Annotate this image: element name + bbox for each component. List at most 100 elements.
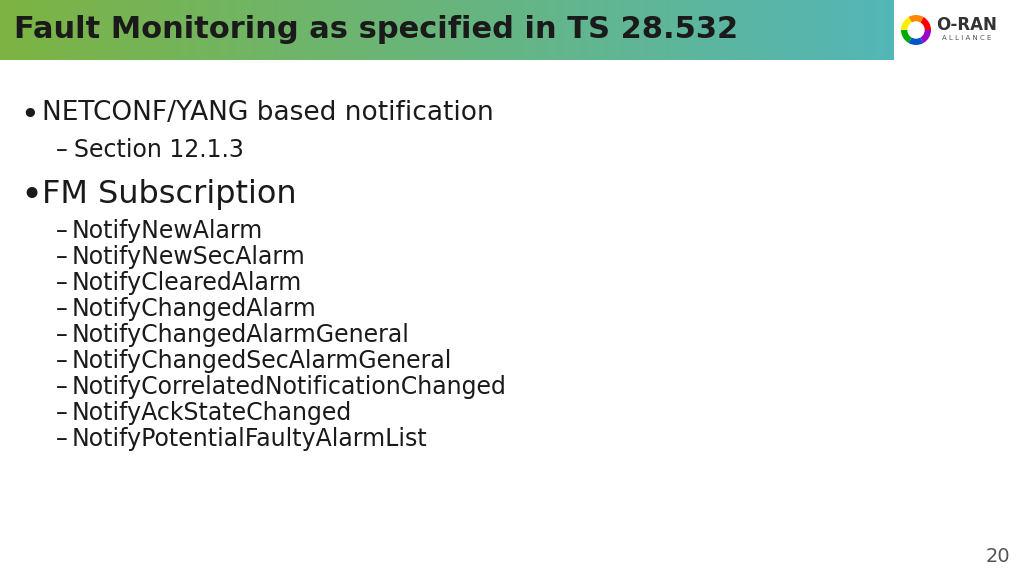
- Bar: [172, 0, 174, 60]
- Bar: [814, 0, 817, 60]
- Bar: [264, 0, 266, 60]
- Bar: [418, 0, 420, 60]
- Bar: [732, 0, 735, 60]
- Bar: [236, 0, 238, 60]
- Text: –: –: [56, 138, 68, 162]
- Bar: [442, 0, 445, 60]
- Bar: [251, 0, 254, 60]
- Bar: [162, 0, 164, 60]
- Bar: [244, 0, 246, 60]
- Bar: [391, 0, 394, 60]
- Bar: [176, 0, 179, 60]
- Bar: [561, 0, 563, 60]
- Bar: [727, 0, 729, 60]
- Bar: [973, 0, 975, 60]
- Bar: [922, 0, 924, 60]
- Bar: [128, 0, 131, 60]
- Bar: [633, 0, 635, 60]
- Bar: [31, 0, 33, 60]
- Bar: [827, 0, 829, 60]
- Bar: [532, 0, 535, 60]
- Bar: [712, 0, 715, 60]
- Bar: [135, 0, 138, 60]
- Bar: [46, 0, 49, 60]
- Bar: [729, 0, 732, 60]
- Bar: [961, 0, 963, 60]
- Bar: [230, 0, 233, 60]
- Bar: [975, 0, 978, 60]
- Bar: [514, 0, 517, 60]
- Text: –: –: [56, 245, 68, 269]
- Bar: [609, 0, 612, 60]
- Bar: [519, 0, 522, 60]
- Bar: [709, 0, 712, 60]
- Text: FM Subscription: FM Subscription: [42, 179, 297, 210]
- Bar: [292, 0, 295, 60]
- Bar: [210, 0, 213, 60]
- Bar: [445, 0, 449, 60]
- Bar: [750, 0, 753, 60]
- Bar: [113, 0, 115, 60]
- Bar: [602, 0, 604, 60]
- Bar: [333, 0, 336, 60]
- Bar: [568, 0, 571, 60]
- Text: NotifyChangedSecAlarmGeneral: NotifyChangedSecAlarmGeneral: [72, 349, 453, 373]
- Text: Section 12.1.3: Section 12.1.3: [74, 138, 244, 162]
- Bar: [848, 0, 850, 60]
- Bar: [164, 0, 166, 60]
- Bar: [384, 0, 387, 60]
- Bar: [238, 0, 241, 60]
- Bar: [717, 0, 719, 60]
- Bar: [940, 0, 942, 60]
- Bar: [367, 0, 369, 60]
- Bar: [760, 0, 763, 60]
- Bar: [305, 0, 307, 60]
- Bar: [971, 0, 973, 60]
- Bar: [379, 0, 381, 60]
- Bar: [56, 0, 59, 60]
- Bar: [8, 0, 10, 60]
- Bar: [261, 0, 264, 60]
- Text: –: –: [56, 271, 68, 295]
- Bar: [74, 0, 77, 60]
- Wedge shape: [908, 37, 924, 45]
- Bar: [213, 0, 215, 60]
- Bar: [735, 0, 737, 60]
- Bar: [664, 0, 666, 60]
- Bar: [891, 0, 893, 60]
- Bar: [553, 0, 555, 60]
- Bar: [530, 0, 532, 60]
- Bar: [92, 0, 94, 60]
- Bar: [957, 0, 961, 60]
- Text: –: –: [56, 401, 68, 425]
- Text: NotifyAckStateChanged: NotifyAckStateChanged: [72, 401, 352, 425]
- Bar: [674, 0, 676, 60]
- Bar: [589, 0, 592, 60]
- Bar: [401, 0, 404, 60]
- Bar: [678, 0, 681, 60]
- Bar: [766, 0, 768, 60]
- Bar: [522, 0, 524, 60]
- Bar: [655, 0, 657, 60]
- Bar: [438, 0, 440, 60]
- Bar: [625, 0, 627, 60]
- Bar: [279, 0, 282, 60]
- Bar: [858, 0, 860, 60]
- Bar: [205, 0, 207, 60]
- Bar: [637, 0, 640, 60]
- Bar: [635, 0, 637, 60]
- Bar: [399, 0, 401, 60]
- Bar: [927, 0, 930, 60]
- Bar: [394, 0, 397, 60]
- Bar: [330, 0, 333, 60]
- Bar: [371, 0, 374, 60]
- Bar: [563, 0, 565, 60]
- Bar: [650, 0, 653, 60]
- Bar: [312, 0, 315, 60]
- Text: –: –: [56, 323, 68, 347]
- Bar: [353, 0, 356, 60]
- Bar: [968, 0, 971, 60]
- Bar: [415, 0, 418, 60]
- Bar: [582, 0, 584, 60]
- Bar: [479, 0, 481, 60]
